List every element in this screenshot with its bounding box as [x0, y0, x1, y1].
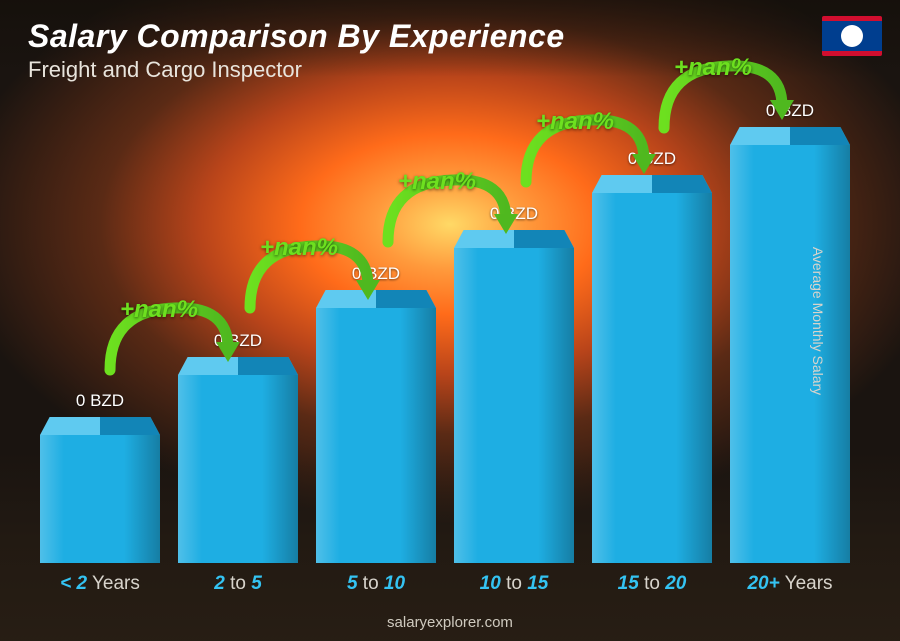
- bar-column: 0 BZD 20+ Years: [730, 101, 850, 595]
- bar-value-label: 0 BZD: [352, 264, 400, 284]
- bar-column: 0 BZD 15 to 20: [592, 149, 712, 595]
- bar-column: 0 BZD < 2 Years: [40, 391, 160, 595]
- bar-column: 0 BZD 5 to 10: [316, 264, 436, 595]
- bar-top-facet: [730, 127, 850, 145]
- flag-icon: [822, 16, 882, 56]
- category-label: < 2 Years: [60, 573, 140, 595]
- bar-top-facet: [592, 175, 712, 193]
- bar-value-label: 0 BZD: [76, 391, 124, 411]
- bar-column: 0 BZD 2 to 5: [178, 331, 298, 595]
- bar: [316, 290, 436, 563]
- category-label: 2 to 5: [214, 573, 262, 595]
- category-label: 5 to 10: [347, 573, 405, 595]
- bar-top-facet: [454, 230, 574, 248]
- y-axis-label: Average Monthly Salary: [810, 246, 826, 394]
- bar-body: [454, 248, 574, 563]
- bar-value-label: 0 BZD: [214, 331, 262, 351]
- bar: [454, 230, 574, 563]
- footer-credit: salaryexplorer.com: [0, 614, 900, 631]
- chart-title: Salary Comparison By Experience: [28, 18, 810, 55]
- bar-top-facet: [316, 290, 436, 308]
- bar: [730, 127, 850, 563]
- bar: [592, 175, 712, 563]
- bar-chart: 0 BZD < 2 Years0 BZD 2 to 50 BZD 5 to 10…: [40, 75, 850, 595]
- category-label: 15 to 20: [618, 573, 687, 595]
- bar-body: [40, 435, 160, 563]
- bar-value-label: 0 BZD: [628, 149, 676, 169]
- bar-value-label: 0 BZD: [766, 101, 814, 121]
- bar-body: [316, 308, 436, 563]
- bar-value-label: 0 BZD: [490, 204, 538, 224]
- category-label: 10 to 15: [480, 573, 549, 595]
- chart-subtitle: Freight and Cargo Inspector: [28, 57, 810, 83]
- header: Salary Comparison By Experience Freight …: [28, 18, 810, 83]
- category-label: 20+ Years: [747, 573, 832, 595]
- bar: [40, 417, 160, 563]
- bar-body: [178, 375, 298, 563]
- bar-body: [730, 145, 850, 563]
- bar-top-facet: [40, 417, 160, 435]
- bar: [178, 357, 298, 563]
- bar-body: [592, 193, 712, 563]
- bar-top-facet: [178, 357, 298, 375]
- bar-column: 0 BZD 10 to 15: [454, 204, 574, 595]
